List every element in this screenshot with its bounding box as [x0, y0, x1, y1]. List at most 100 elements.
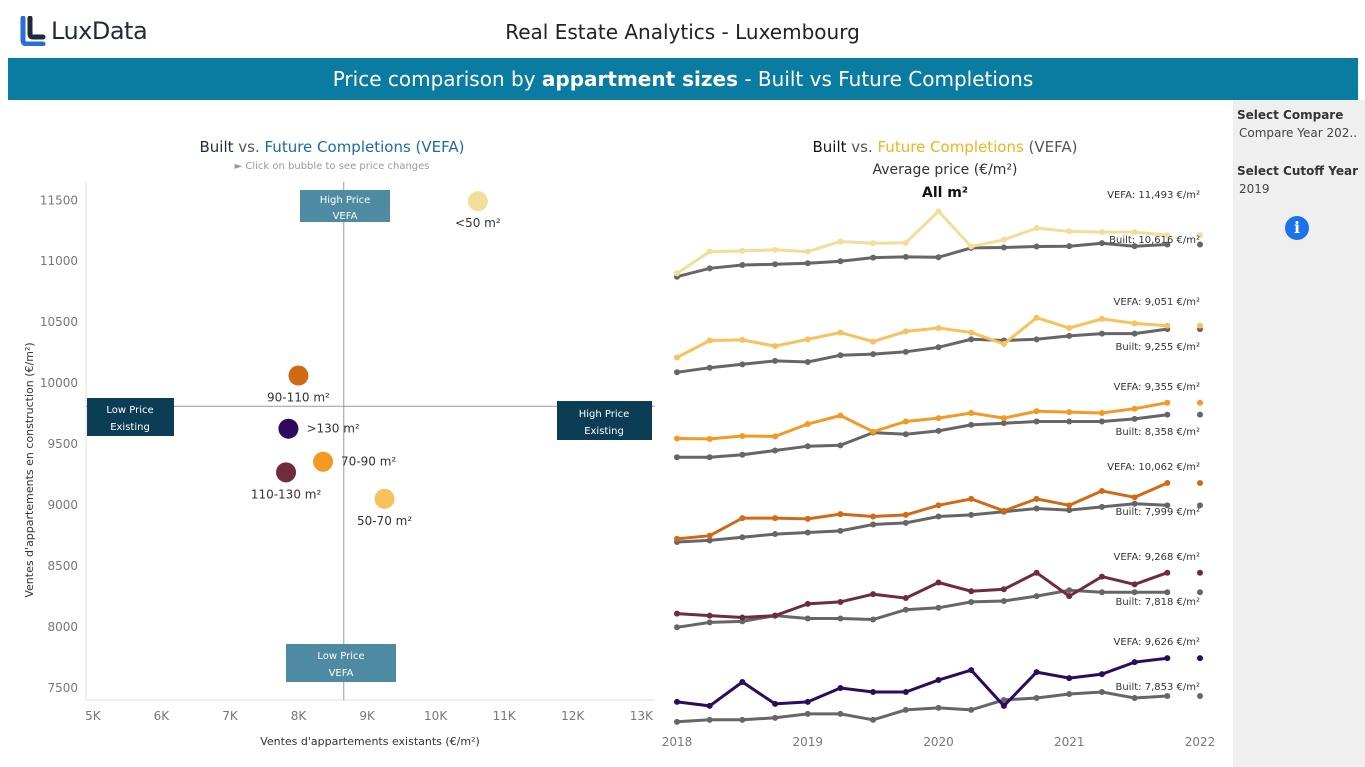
vefa-point[interactable] — [804, 515, 811, 522]
built-point[interactable] — [772, 261, 779, 268]
vefa-point[interactable] — [1131, 659, 1138, 666]
built-point[interactable] — [1066, 507, 1073, 514]
select-compare-dropdown[interactable]: Compare Year 202.. — [1239, 126, 1358, 140]
scatter-bubble[interactable] — [288, 365, 309, 386]
vefa-point[interactable] — [1098, 573, 1105, 580]
built-point[interactable] — [1000, 597, 1007, 604]
vefa-point[interactable] — [1033, 314, 1040, 321]
vefa-point[interactable] — [1131, 320, 1138, 327]
vefa-point[interactable] — [739, 432, 746, 439]
vefa-point[interactable] — [837, 329, 844, 336]
vefa-point[interactable] — [1131, 494, 1138, 501]
built-point[interactable] — [804, 529, 811, 536]
vefa-point[interactable] — [1000, 507, 1007, 514]
built-point[interactable] — [1033, 505, 1040, 512]
built-point[interactable] — [739, 534, 746, 541]
vefa-point[interactable] — [968, 495, 975, 502]
vefa-point[interactable] — [1033, 408, 1040, 415]
vefa-point[interactable] — [739, 247, 746, 254]
built-point[interactable] — [1000, 420, 1007, 427]
built-point[interactable] — [772, 714, 779, 721]
vefa-point[interactable] — [1131, 405, 1138, 412]
built-point[interactable] — [1164, 589, 1171, 596]
info-icon[interactable]: i — [1285, 216, 1309, 240]
vefa-point[interactable] — [1164, 322, 1171, 329]
built-point[interactable] — [1098, 688, 1105, 695]
built-point[interactable] — [1098, 589, 1105, 596]
vefa-point[interactable] — [1066, 228, 1073, 235]
built-point[interactable] — [902, 606, 909, 613]
vefa-point[interactable] — [870, 428, 877, 435]
vefa-point[interactable] — [968, 409, 975, 416]
vefa-point[interactable] — [1131, 581, 1138, 588]
built-point[interactable] — [902, 348, 909, 355]
vefa-point[interactable] — [772, 700, 779, 707]
built-point[interactable] — [1197, 502, 1203, 509]
built-point[interactable] — [1164, 241, 1171, 248]
built-point[interactable] — [1197, 411, 1203, 418]
built-point[interactable] — [837, 710, 844, 717]
built-point[interactable] — [706, 619, 713, 626]
built-point[interactable] — [1033, 593, 1040, 600]
built-point[interactable] — [1098, 418, 1105, 425]
vefa-point[interactable] — [772, 343, 779, 350]
vefa-point[interactable] — [706, 702, 713, 709]
built-point[interactable] — [968, 336, 975, 343]
built-point[interactable] — [1033, 336, 1040, 343]
vefa-point[interactable] — [804, 421, 811, 428]
built-point[interactable] — [870, 521, 877, 528]
vefa-point[interactable] — [674, 354, 680, 361]
built-point[interactable] — [837, 442, 844, 449]
built-point[interactable] — [902, 519, 909, 526]
vefa-point[interactable] — [837, 511, 844, 518]
built-point[interactable] — [772, 447, 779, 454]
built-point[interactable] — [804, 359, 811, 366]
vefa-point[interactable] — [902, 239, 909, 246]
built-point[interactable] — [1131, 694, 1138, 701]
built-point[interactable] — [1131, 415, 1138, 422]
vefa-point[interactable] — [1033, 569, 1040, 576]
vefa-point[interactable] — [870, 338, 877, 345]
vefa-point[interactable] — [837, 598, 844, 605]
vefa-point[interactable] — [739, 515, 746, 522]
built-point[interactable] — [935, 344, 942, 351]
built-point[interactable] — [837, 258, 844, 265]
built-point[interactable] — [935, 427, 942, 434]
vefa-point[interactable] — [772, 612, 779, 619]
vefa-point[interactable] — [804, 248, 811, 255]
built-point[interactable] — [1033, 243, 1040, 250]
vefa-point[interactable] — [1197, 479, 1203, 486]
vefa-point[interactable] — [1164, 232, 1171, 239]
scatter-bubble[interactable] — [467, 191, 488, 212]
vefa-point[interactable] — [1164, 655, 1171, 662]
vefa-point[interactable] — [706, 435, 713, 442]
vefa-point[interactable] — [1098, 409, 1105, 416]
built-point[interactable] — [1164, 502, 1171, 509]
built-point[interactable] — [674, 718, 680, 725]
vefa-point[interactable] — [837, 685, 844, 692]
vefa-point[interactable] — [1197, 399, 1203, 406]
vefa-point[interactable] — [1066, 409, 1073, 416]
vefa-point[interactable] — [1033, 669, 1040, 676]
vefa-point[interactable] — [870, 513, 877, 520]
vefa-point[interactable] — [837, 238, 844, 245]
vefa-point[interactable] — [935, 208, 942, 215]
built-point[interactable] — [739, 261, 746, 268]
scatter-bubble[interactable] — [276, 462, 297, 483]
vefa-point[interactable] — [1164, 399, 1171, 406]
vefa-point[interactable] — [1164, 569, 1171, 576]
built-point[interactable] — [706, 364, 713, 371]
scatter-bubble[interactable] — [313, 451, 334, 472]
vefa-point[interactable] — [739, 336, 746, 343]
built-point[interactable] — [1131, 589, 1138, 596]
vefa-point[interactable] — [706, 532, 713, 539]
vefa-point[interactable] — [674, 435, 680, 442]
vefa-point[interactable] — [935, 579, 942, 586]
built-point[interactable] — [706, 265, 713, 272]
built-point[interactable] — [1066, 587, 1073, 594]
vefa-point[interactable] — [968, 329, 975, 336]
built-point[interactable] — [1033, 418, 1040, 425]
vefa-point[interactable] — [739, 679, 746, 686]
vefa-point[interactable] — [870, 240, 877, 247]
vefa-point[interactable] — [1000, 236, 1007, 243]
